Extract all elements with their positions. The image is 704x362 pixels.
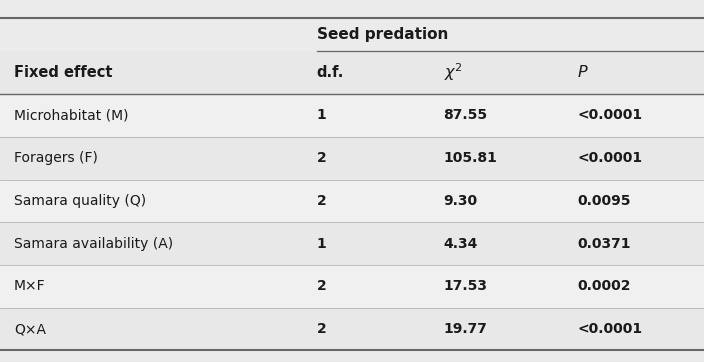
Text: M×F: M×F [14,279,46,293]
Text: Q×A: Q×A [14,322,46,336]
FancyBboxPatch shape [0,94,704,137]
FancyBboxPatch shape [0,265,704,308]
Text: 2: 2 [317,322,327,336]
Text: <0.0001: <0.0001 [577,322,643,336]
Text: <0.0001: <0.0001 [577,151,643,165]
Text: Samara quality (Q): Samara quality (Q) [14,194,146,208]
Text: 2: 2 [317,194,327,208]
FancyBboxPatch shape [0,222,704,265]
Text: Microhabitat (M): Microhabitat (M) [14,109,129,122]
FancyBboxPatch shape [0,18,704,51]
Text: Fixed effect: Fixed effect [14,65,113,80]
FancyBboxPatch shape [0,180,704,222]
Text: 2: 2 [317,151,327,165]
FancyBboxPatch shape [0,51,704,94]
Text: 87.55: 87.55 [444,109,488,122]
Text: Samara availability (A): Samara availability (A) [14,237,173,251]
Text: d.f.: d.f. [317,65,344,80]
Text: Seed predation: Seed predation [317,27,448,42]
Text: 19.77: 19.77 [444,322,487,336]
Text: 0.0095: 0.0095 [577,194,631,208]
Text: 4.34: 4.34 [444,237,478,251]
Text: Foragers (F): Foragers (F) [14,151,98,165]
FancyBboxPatch shape [0,137,704,180]
Text: 105.81: 105.81 [444,151,498,165]
Text: 1: 1 [317,109,327,122]
Text: <0.0001: <0.0001 [577,109,643,122]
Text: 2: 2 [317,279,327,293]
Text: 9.30: 9.30 [444,194,477,208]
Text: 0.0002: 0.0002 [577,279,631,293]
Text: 17.53: 17.53 [444,279,487,293]
Text: $P$: $P$ [577,64,589,80]
Text: 1: 1 [317,237,327,251]
Text: $\chi^2$: $\chi^2$ [444,62,463,83]
FancyBboxPatch shape [0,308,704,350]
Text: 0.0371: 0.0371 [577,237,631,251]
